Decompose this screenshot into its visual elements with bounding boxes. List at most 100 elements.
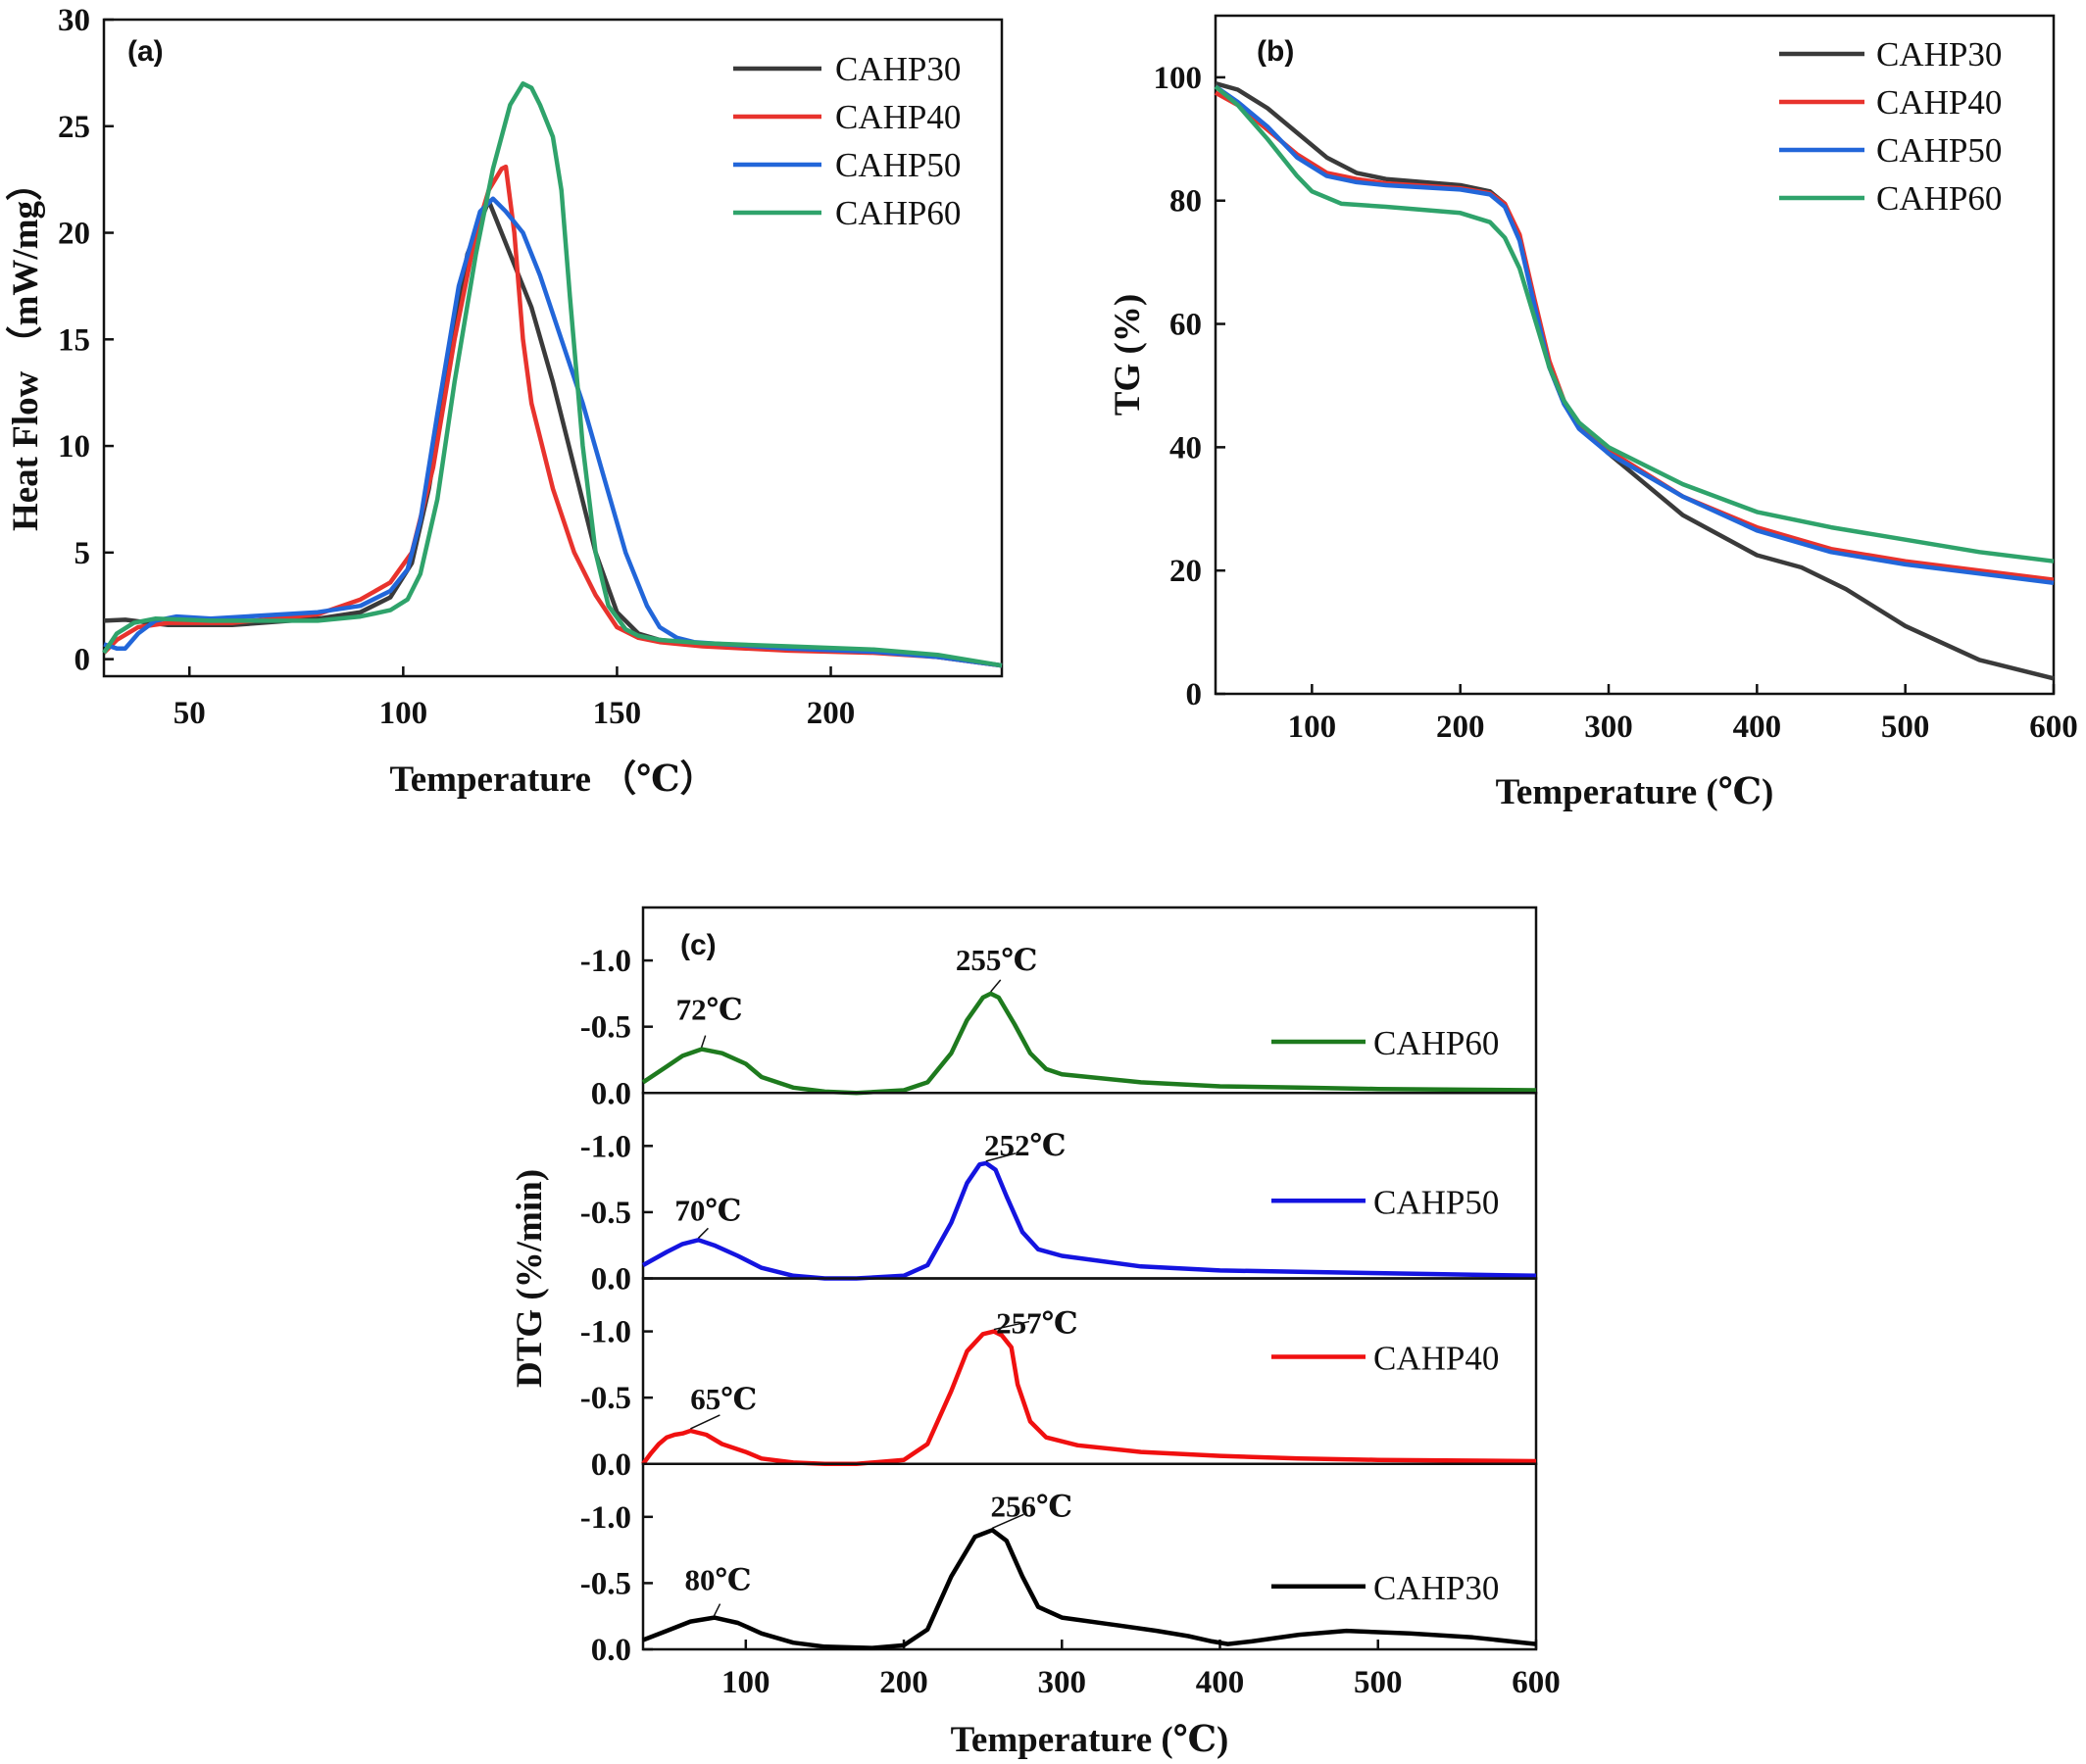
panel-a: 50 100 150 200 0 5 10 15 20 25 30 CAHP30 CAHP40 CAHP5… xyxy=(5,3,1004,800)
y-axis-title-a: Heat Flow （mW/mg） xyxy=(5,165,46,531)
x-tick-label-b: 500 xyxy=(1881,710,1930,745)
x-tick-label-c: 400 xyxy=(1196,1665,1245,1700)
y-tick-label-a: 0 xyxy=(74,643,91,678)
y-tick-label-b: 80 xyxy=(1169,184,1202,220)
x-axis-title-b: Temperature (℃) xyxy=(1496,772,1774,812)
panel-b: 100 200 300 400 500 600 0 20 40 60 80 100 CAHP30 CAHP… xyxy=(1108,14,2078,812)
y-tick-label-a: 10 xyxy=(58,429,90,465)
x-tick-label-c: 100 xyxy=(721,1665,770,1700)
series-line-b-cahp50 xyxy=(1214,84,2055,586)
y-tick-label-c: 0.0 xyxy=(591,1262,631,1298)
peak-label-c: 65℃ xyxy=(690,1382,757,1416)
peak-leader-c xyxy=(985,1152,1017,1162)
legend-label-a-cahp30: CAHP30 xyxy=(835,50,961,88)
y-tick-label-c: 0.0 xyxy=(591,1447,631,1483)
x-tick-label-a: 50 xyxy=(174,696,206,731)
peak-label-c: 257℃ xyxy=(996,1306,1078,1341)
legend-label-c-cahp30: CAHP30 xyxy=(1373,1569,1499,1607)
y-tick-label-c: -0.5 xyxy=(580,1196,631,1231)
legend-label-b-cahp50: CAHP50 xyxy=(1876,131,2002,170)
peak-label-c: 252℃ xyxy=(984,1128,1067,1162)
legend-label-a-cahp40: CAHP40 xyxy=(835,98,961,136)
legend-label-b-cahp30: CAHP30 xyxy=(1876,35,2002,74)
x-axis-title-c: Temperature (℃) xyxy=(951,1720,1229,1760)
x-tick-label-c: 500 xyxy=(1354,1665,1403,1700)
x-tick-label-c: 600 xyxy=(1512,1665,1561,1700)
y-axis-title-b: TG (%) xyxy=(1108,294,1148,416)
series-line-a-cahp60 xyxy=(102,81,1003,668)
peak-leader-c xyxy=(690,1414,720,1430)
y-tick-label-c: 0.0 xyxy=(591,1633,631,1668)
panel-label-a: (a) xyxy=(127,35,164,68)
subplot-frame-c xyxy=(641,906,1538,1095)
legend-label-c-cahp60: CAHP60 xyxy=(1373,1024,1499,1062)
y-tick-label-c: 0.0 xyxy=(591,1076,631,1111)
legend-label-c-cahp50: CAHP50 xyxy=(1373,1183,1499,1221)
y-tick-label-a: 20 xyxy=(58,217,90,252)
x-tick-label-b: 400 xyxy=(1733,710,1782,745)
y-tick-label-a: 15 xyxy=(58,322,90,358)
subplot-c-cahp60: 0.0 -0.5 -1.0 CAHP60 72℃ 255℃ xyxy=(580,906,1538,1111)
y-tick-label-c: -0.5 xyxy=(580,1381,631,1416)
peak-leader-c xyxy=(700,1035,707,1048)
series-line-c-cahp30 xyxy=(642,1528,1537,1650)
subplot-frame-c xyxy=(641,1462,1538,1651)
peak-label-c: 80℃ xyxy=(684,1563,751,1597)
series-line-a-cahp50 xyxy=(103,196,1003,668)
y-tick-label-a: 25 xyxy=(58,110,90,145)
series-line-b-cahp60 xyxy=(1214,84,2055,564)
subplot-c-cahp50: 0.0 -0.5 -1.0 CAHP50 70℃ 252℃ xyxy=(580,1092,1538,1298)
y-tick-label-b: 100 xyxy=(1154,61,1203,96)
x-tick-label-a: 150 xyxy=(593,696,642,731)
series-line-b-cahp30 xyxy=(1215,81,2055,681)
y-axis-title-c: DTG (%/min) xyxy=(510,1169,550,1388)
plot-frame-a xyxy=(102,18,1004,678)
series-line-a-cahp40 xyxy=(102,164,1003,668)
y-tick-label-c: -0.5 xyxy=(580,1010,631,1046)
legend-label-b-cahp60: CAHP60 xyxy=(1876,179,2002,218)
y-tick-label-c: -0.5 xyxy=(580,1566,631,1601)
peak-leader-c xyxy=(990,979,1002,993)
plot-frame-b xyxy=(1214,14,2056,696)
series-line-c-cahp40 xyxy=(641,1329,1537,1467)
x-tick-label-a: 100 xyxy=(379,696,428,731)
y-tick-label-b: 60 xyxy=(1169,308,1202,343)
y-tick-label-b: 0 xyxy=(1186,677,1203,712)
series-line-c-cahp60 xyxy=(641,991,1537,1096)
subplot-c-cahp40: 0.0 -0.5 -1.0 CAHP40 65℃ 257℃ xyxy=(580,1277,1538,1483)
peak-label-c: 256℃ xyxy=(991,1489,1073,1523)
panel-c: 0.0 -0.5 -1.0 CAHP60 72℃ 255℃ 0.0 -0.5 -1.0 CAHP5… xyxy=(510,906,1561,1760)
panel-label-c: (c) xyxy=(680,929,717,961)
peak-label-c: 255℃ xyxy=(956,943,1038,977)
x-tick-label-b: 100 xyxy=(1288,710,1337,745)
peak-leader-c xyxy=(713,1603,721,1616)
peak-leader-c xyxy=(993,1320,1030,1331)
series-line-a-cahp30 xyxy=(103,198,1003,668)
y-tick-label-b: 20 xyxy=(1169,554,1202,589)
legend-label-b-cahp40: CAHP40 xyxy=(1876,83,2002,122)
y-tick-label-b: 40 xyxy=(1169,430,1202,466)
peak-label-c: 72℃ xyxy=(676,993,743,1027)
legend-label-a-cahp60: CAHP60 xyxy=(835,194,961,232)
y-tick-label-c: -1.0 xyxy=(580,1129,631,1164)
x-tick-label-c: 300 xyxy=(1038,1665,1087,1700)
y-tick-label-a: 5 xyxy=(74,536,91,571)
y-tick-label-a: 30 xyxy=(58,3,90,38)
legend-label-c-cahp40: CAHP40 xyxy=(1373,1340,1499,1378)
x-tick-label-b: 600 xyxy=(2029,710,2078,745)
peak-leader-c xyxy=(992,1513,1024,1530)
y-tick-label-c: -1.0 xyxy=(580,944,631,979)
peak-leader-c xyxy=(697,1227,709,1239)
x-tick-label-b: 300 xyxy=(1584,710,1633,745)
legend-label-a-cahp50: CAHP50 xyxy=(835,146,961,184)
panel-label-b: (b) xyxy=(1257,35,1294,68)
x-tick-label-b: 200 xyxy=(1436,710,1485,745)
y-tick-label-c: -1.0 xyxy=(580,1500,631,1536)
subplot-c-cahp30: 0.0 -0.5 -1.0 100 200 300 400 500 600 CAHP30 80℃ 25… xyxy=(580,1462,1561,1700)
peak-label-c: 70℃ xyxy=(674,1193,741,1227)
y-tick-label-c: -1.0 xyxy=(580,1315,631,1350)
x-tick-label-a: 200 xyxy=(807,696,856,731)
x-axis-title-a: Temperature （℃） xyxy=(389,759,716,800)
x-tick-label-c: 200 xyxy=(879,1665,928,1700)
